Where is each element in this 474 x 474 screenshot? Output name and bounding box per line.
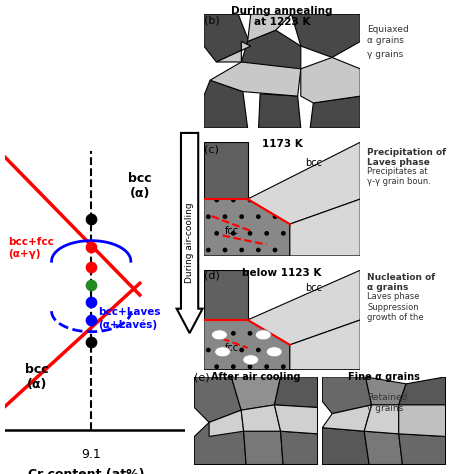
Text: bcc: bcc [305, 158, 322, 168]
Polygon shape [281, 431, 318, 465]
Text: During annealing
at 1223 K: During annealing at 1223 K [231, 6, 333, 27]
Text: (c): (c) [204, 145, 219, 155]
Polygon shape [210, 62, 301, 96]
Polygon shape [274, 377, 318, 408]
Polygon shape [292, 14, 360, 57]
Polygon shape [247, 270, 360, 345]
Point [87, 215, 95, 222]
Text: During air-cooling: During air-cooling [185, 202, 194, 283]
Polygon shape [204, 199, 290, 256]
Point [87, 299, 95, 306]
Text: fcc: fcc [225, 343, 239, 353]
Text: bcc+fcc
(α+γ): bcc+fcc (α+γ) [9, 237, 54, 259]
Polygon shape [194, 377, 241, 422]
Circle shape [243, 355, 259, 365]
Polygon shape [241, 30, 301, 69]
Polygon shape [365, 377, 406, 405]
Polygon shape [231, 377, 281, 410]
Text: below 1123 K: below 1123 K [242, 268, 322, 278]
Text: Precipitation of
Laves phase: Precipitation of Laves phase [367, 148, 447, 167]
Polygon shape [322, 428, 369, 465]
Polygon shape [204, 80, 247, 128]
Polygon shape [290, 199, 360, 256]
Polygon shape [204, 14, 251, 62]
Polygon shape [290, 320, 360, 370]
Polygon shape [244, 431, 283, 465]
Polygon shape [399, 377, 446, 405]
Text: bcc
(α): bcc (α) [25, 363, 49, 392]
Polygon shape [364, 431, 402, 465]
Polygon shape [194, 422, 246, 465]
Polygon shape [204, 320, 290, 370]
Polygon shape [399, 405, 446, 437]
Text: Equiaxed
α grains: Equiaxed α grains [367, 25, 409, 45]
Text: bcc+Laves
(α+Lavés): bcc+Laves (α+Lavés) [99, 308, 161, 329]
Circle shape [211, 330, 227, 340]
Text: fcc: fcc [225, 226, 239, 236]
Text: (d): (d) [204, 270, 219, 280]
Text: bcc
(α): bcc (α) [128, 172, 152, 201]
FancyArrow shape [177, 133, 202, 333]
Polygon shape [364, 405, 399, 434]
Point [87, 243, 95, 250]
Polygon shape [259, 94, 301, 128]
Text: Fine α grains: Fine α grains [348, 372, 420, 382]
Polygon shape [209, 410, 244, 437]
Text: γ grains: γ grains [367, 50, 403, 59]
Text: After air cooling: After air cooling [211, 372, 301, 382]
Polygon shape [204, 270, 247, 320]
Polygon shape [301, 57, 360, 103]
Polygon shape [322, 405, 372, 431]
Text: Cr content (at%): Cr content (at%) [27, 468, 144, 474]
Text: (b): (b) [204, 15, 219, 25]
Polygon shape [204, 142, 247, 199]
Polygon shape [322, 377, 372, 414]
Circle shape [215, 347, 230, 357]
Text: bcc: bcc [305, 283, 322, 293]
Circle shape [255, 330, 271, 340]
Text: Precipitates at
γ-γ grain boun.: Precipitates at γ-γ grain boun. [367, 167, 431, 186]
Text: (e): (e) [194, 372, 210, 382]
Polygon shape [310, 96, 360, 128]
Polygon shape [399, 434, 446, 465]
Circle shape [266, 347, 282, 357]
Polygon shape [274, 405, 318, 434]
Polygon shape [238, 14, 292, 42]
Text: Retained
γ grains: Retained γ grains [367, 393, 408, 413]
Point [87, 264, 95, 271]
Point [87, 316, 95, 324]
Text: 9.1: 9.1 [82, 448, 101, 461]
Polygon shape [216, 42, 251, 62]
Text: Nucleation of
α grains: Nucleation of α grains [367, 273, 436, 292]
Text: 1173 K: 1173 K [262, 139, 302, 149]
Point [87, 281, 95, 289]
Polygon shape [247, 142, 360, 224]
Point [87, 338, 95, 346]
Polygon shape [241, 405, 281, 431]
Text: Laves phase
Suppression
growth of the: Laves phase Suppression growth of the [367, 292, 424, 322]
